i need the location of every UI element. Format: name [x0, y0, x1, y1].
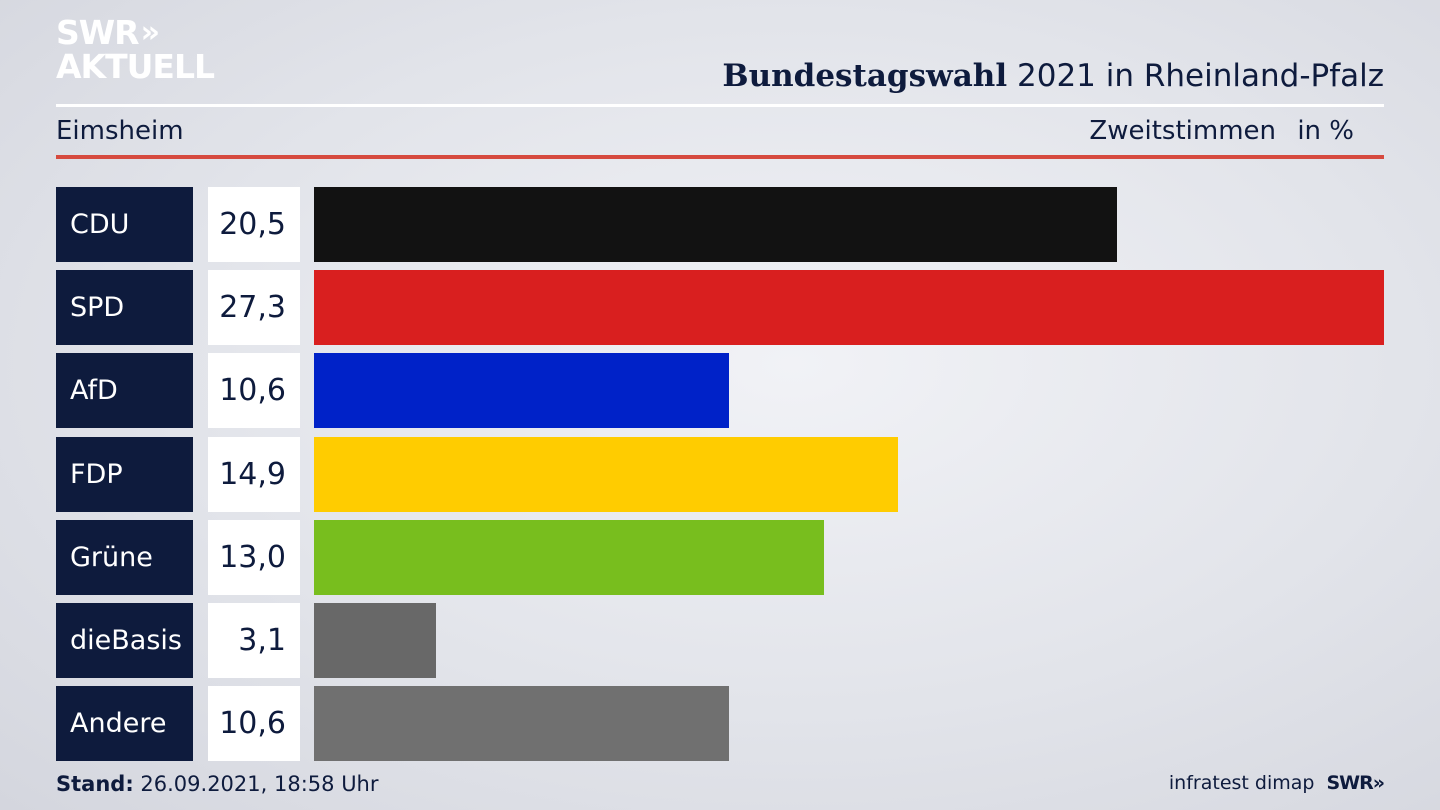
bar: [314, 270, 1384, 346]
unit-label: in %: [1297, 116, 1354, 146]
bar: [314, 686, 729, 762]
value-label: 10,6: [208, 686, 300, 762]
swr-footer-logo: SWR»: [1326, 772, 1385, 794]
timestamp: Stand: 26.09.2021, 18:58 Uhr: [56, 772, 379, 796]
value-label: 14,9: [208, 436, 300, 512]
metric-label: Zweitstimmen: [1089, 116, 1276, 146]
bar-row: Grüne 13,0: [56, 519, 1384, 595]
bar-row: dieBasis 3,1: [56, 602, 1384, 678]
bar-chart: CDU 20,5 SPD 27,3 AfD 10,6 FDP 14,9 Grüne 13,0 die…: [56, 187, 1384, 769]
chart-title-bold: Bundestagswahl: [722, 58, 1008, 94]
timestamp-label: Stand:: [56, 772, 134, 796]
party-label: Grüne: [56, 519, 193, 595]
party-label: Andere: [56, 686, 193, 762]
bar-row: FDP 14,9: [56, 436, 1384, 512]
swr-aktuell-logo: SWR » AKTUELL: [56, 13, 215, 86]
party-label: SPD: [56, 270, 193, 346]
bar: [314, 353, 729, 429]
source-credit: infratest dimap SWR»: [1168, 772, 1385, 794]
value-label: 20,5: [208, 187, 300, 262]
source-label: infratest dimap: [1168, 772, 1315, 794]
chart-title: Bundestagswahl 2021 in Rheinland-Pfalz: [722, 58, 1384, 94]
bar: [314, 602, 436, 678]
logo-aktuell-text: AKTUELL: [56, 47, 215, 86]
party-label: dieBasis: [56, 602, 193, 678]
chevrons-icon: »: [140, 15, 161, 50]
chart-title-rest: 2021 in Rheinland-Pfalz: [1017, 58, 1384, 94]
bar-row: SPD 27,3: [56, 270, 1384, 346]
party-label: FDP: [56, 436, 193, 512]
bar-row: AfD 10,6: [56, 353, 1384, 429]
region-label: Eimsheim: [56, 116, 184, 146]
value-label: 10,6: [208, 353, 300, 429]
value-label: 13,0: [208, 519, 300, 595]
bar-row: Andere 10,6: [56, 686, 1384, 762]
timestamp-value: 26.09.2021, 18:58 Uhr: [140, 772, 379, 796]
party-label: CDU: [56, 187, 193, 262]
bar-row: CDU 20,5: [56, 187, 1384, 262]
header-divider: [56, 104, 1384, 107]
chart-subtitle-row: Eimsheim Zweitstimmen in %: [56, 116, 1384, 150]
accent-divider: [56, 155, 1384, 159]
party-label: AfD: [56, 353, 193, 429]
bar: [314, 187, 1117, 262]
bar: [314, 436, 898, 512]
logo-swr-text: SWR: [56, 13, 140, 52]
value-label: 3,1: [208, 602, 300, 678]
value-label: 27,3: [208, 270, 300, 346]
bar: [314, 519, 824, 595]
